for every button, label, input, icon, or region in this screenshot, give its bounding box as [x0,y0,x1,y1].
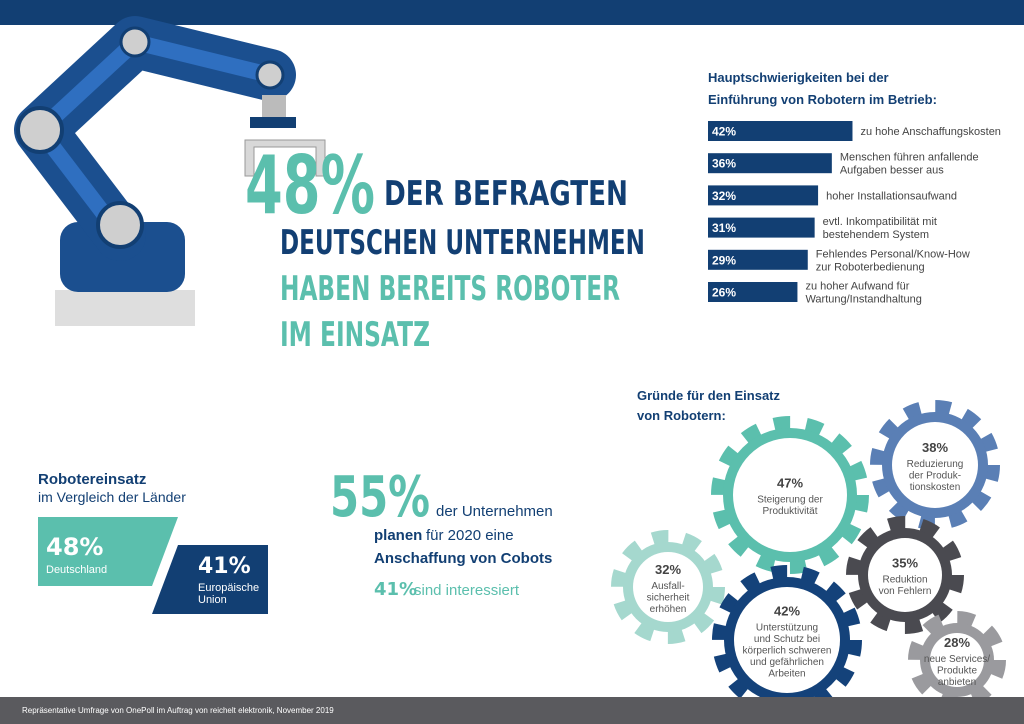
bar [708,217,815,238]
gear-center [733,438,847,552]
bar-category-label: evtl. Inkompatibilität mit bestehendem Sy… [823,216,937,241]
headline-line: HABEN BEREITS ROBOTER [280,269,620,309]
gear-label: Ausfall-sicherheit erhöhen [647,581,690,615]
gear-value: 47% [777,476,803,491]
headline-line: DEUTSCHEN UNTERNEHMEN [280,223,645,263]
bar [708,249,808,270]
gear-teeth [611,530,725,644]
cobots-text: der Unternehmen [436,503,553,520]
country-value: 41% [198,554,251,579]
gear-center [734,587,840,693]
bar-value-label: 42% [712,125,736,139]
country-label: Deutschland [46,564,107,576]
headline-line: IM EINSATZ [280,315,430,355]
footer-text: Repräsentative Umfrage von OnePoll im Au… [22,706,334,715]
gear-label: Reduzierung der Produk-tionskosten [907,459,964,493]
gear: 47% Steigerung der Produktivität [711,416,869,574]
bar-category-label: hoher Installationsaufwand [826,190,957,202]
gear-teeth [711,416,869,574]
gear-teeth [908,611,1006,709]
bar-value-label: 36% [712,157,736,171]
gear-value: 35% [892,556,918,571]
gear: 35% Reduktion von Fehlern [846,516,964,634]
headline-percent: 48% [245,139,375,232]
bar-value-label: 32% [712,189,736,203]
bar-category-label: Menschen führen anfallende Aufgaben besse… [840,152,979,177]
cobots-percent: 55% [330,465,430,530]
top-bar [0,0,1024,25]
gear: 28% neue Services/Produkte anbieten [908,611,1006,709]
bar-value-label: 31% [712,221,736,235]
country-value: 48% [46,533,103,561]
gear: 42% Unterstützung und Schutz bei körperlich… [712,565,862,715]
footer-bar [0,697,1024,724]
countries-title: Robotereinsatz [38,471,146,488]
country-label: Europäische Union [198,582,259,606]
bar-category-label: Fehlendes Personal/Know-How zur Roboterbe… [816,248,970,273]
bar [708,121,853,141]
gear: 32% Ausfall-sicherheit erhöhen [611,530,725,644]
gear-teeth [846,516,964,634]
cobots-text: Anschaffung von Cobots [374,550,552,567]
gear-center [930,633,984,687]
country-box [152,545,268,614]
gear-value: 28% [944,635,970,650]
cobots-text: für 2020 eine [426,527,514,544]
gear-value: 38% [922,440,948,455]
bar-category-label: zu hohe Anschaffungskosten [860,126,1000,138]
gear-center [633,552,703,622]
chart-title: Hauptschwierigkeiten bei der Einführung v… [708,70,937,107]
gear-label: Reduktion von Fehlern [879,575,932,598]
gear-value: 32% [655,562,681,577]
cobots-interested-percent: 41% [374,579,417,600]
country-box [38,517,178,586]
bar [708,153,832,174]
gear-center [868,538,942,612]
reasons-title: Gründe für den Einsatz von Robotern: [637,388,781,423]
gear-label: Steigerung der Produktivität [757,495,823,518]
gear-label: neue Services/Produkte anbieten [924,654,990,688]
bar-category-label: zu hoher Aufwand für Wartung/Instandhaltu… [805,281,921,306]
cobots-interested: sind interessiert [414,582,520,599]
gear-label: Unterstützung und Schutz bei körperlich sc… [743,622,832,679]
gear-value: 42% [774,603,800,618]
bar-value-label: 29% [712,253,736,267]
gear: 38% Reduzierung der Produk-tionskosten [870,400,1000,530]
bar-value-label: 26% [712,286,736,300]
headline-line: DER BEFRAGTEN [384,174,628,214]
bar [708,185,819,206]
robot-arm [14,16,326,326]
bar [708,282,798,302]
countries-subtitle: im Vergleich der Länder [38,489,186,505]
gear-teeth [870,400,1000,530]
gear-center [892,422,978,508]
cobots-text: planen [374,527,422,544]
